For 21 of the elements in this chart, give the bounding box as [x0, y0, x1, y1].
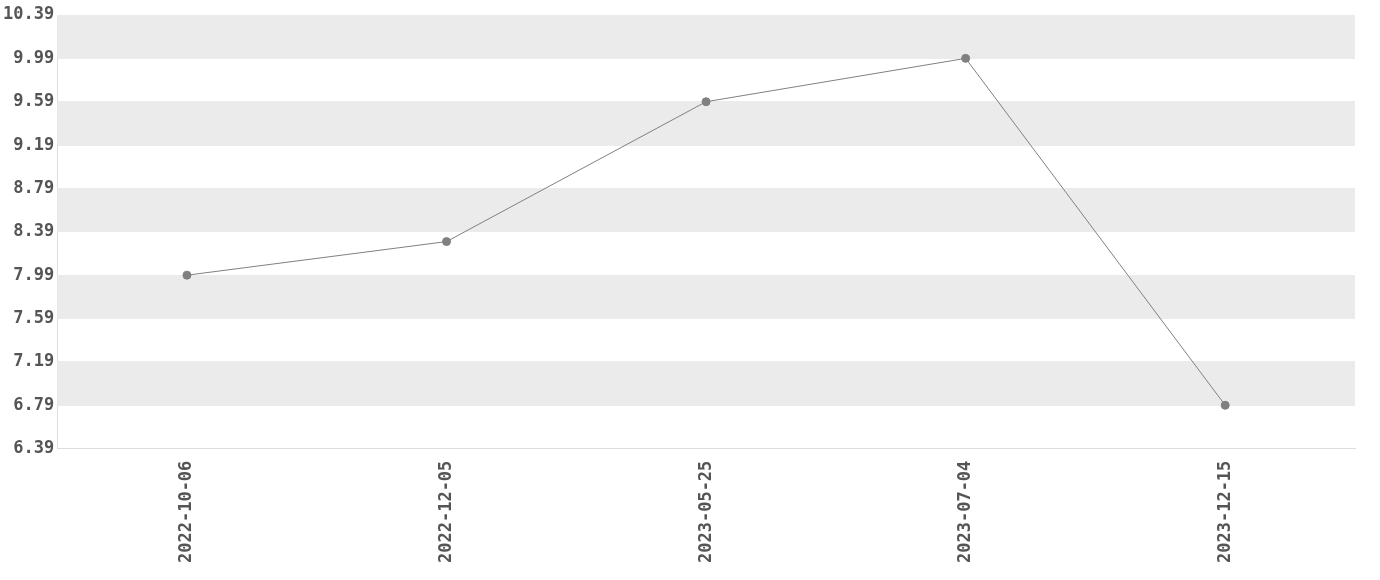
y-tick-label: 9.99 [13, 46, 55, 67]
y-tick-label: 7.59 [13, 306, 55, 327]
y-tick-label: 9.59 [13, 90, 55, 111]
point [701, 97, 711, 107]
x-tick-label: 2023-05-25 [694, 460, 715, 564]
y-tick-label: 6.79 [13, 393, 55, 414]
point [961, 53, 971, 63]
x-tick-label: 2023-12-15 [1213, 460, 1234, 564]
x-tick-label: 2023-07-04 [954, 460, 975, 564]
point [442, 237, 452, 247]
y-tick-label: 10.39 [2, 3, 55, 24]
y-tick-label: 7.99 [13, 263, 55, 284]
y-tick-label: 8.79 [13, 176, 55, 197]
point [182, 270, 192, 280]
y-tick-label: 9.19 [13, 133, 55, 154]
y-tick-label: 6.39 [13, 437, 55, 458]
y-tick-label: 8.39 [13, 220, 55, 241]
x-tick-label: 2022-12-05 [434, 460, 455, 564]
point [1220, 400, 1230, 410]
x-tick-label: 2022-10-06 [175, 460, 196, 564]
y-tick-label: 7.19 [13, 350, 55, 371]
